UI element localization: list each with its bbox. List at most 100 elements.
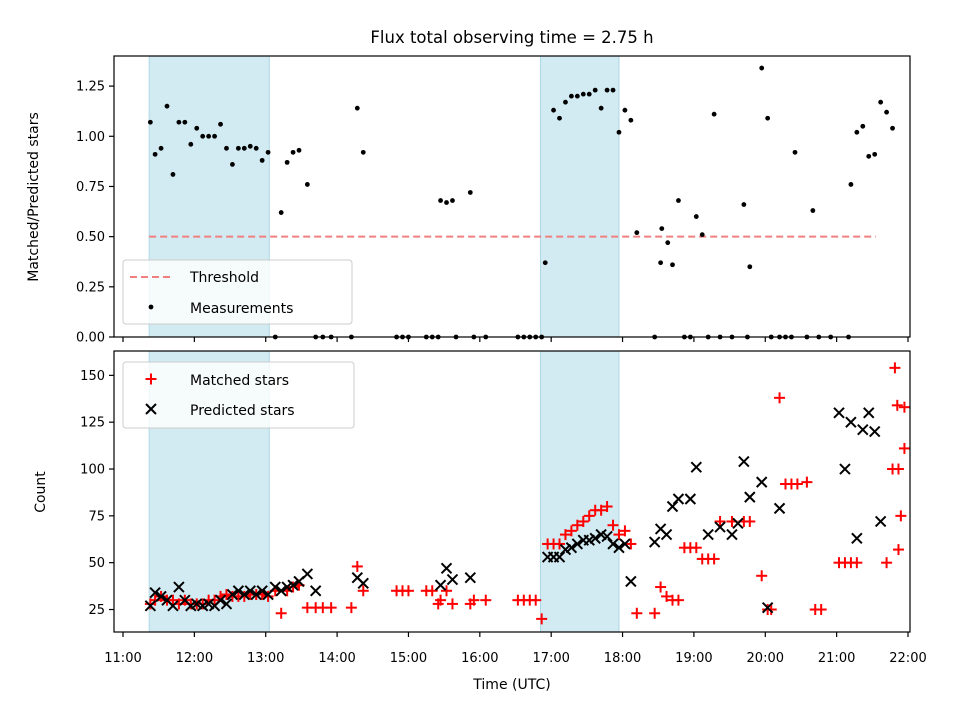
measurement-point	[890, 125, 895, 131]
measurement-point	[866, 153, 872, 159]
legend-threshold-label: Threshold	[189, 270, 259, 286]
measurement-point	[278, 210, 284, 215]
measurements-points	[147, 65, 895, 340]
predicted-star-point	[625, 575, 637, 588]
predicted-star-point	[863, 407, 875, 419]
predicted-star-point	[690, 461, 702, 473]
matched-star-point	[898, 442, 910, 454]
measurement-point	[438, 198, 443, 203]
measurement-point	[759, 65, 765, 71]
predicted-star-point	[571, 538, 584, 550]
matched-star-point	[167, 594, 179, 606]
predicted-star-point	[874, 515, 887, 528]
predicted-star-point	[232, 585, 245, 597]
measurement-point	[622, 107, 628, 113]
predicted-star-point	[287, 579, 299, 591]
matched-star-point	[565, 525, 577, 537]
measurement-point	[610, 87, 616, 93]
measurement-point	[884, 109, 889, 115]
predicted-star-point	[833, 407, 845, 419]
measurement-point	[253, 145, 259, 151]
predicted-star-point	[434, 579, 447, 591]
measurement-point	[450, 198, 455, 203]
matched-star-point	[441, 585, 453, 597]
predicted-star-point	[173, 581, 185, 593]
measurement-point	[218, 121, 223, 127]
measurement-point	[284, 159, 290, 165]
predicted-star-point	[250, 588, 262, 601]
matched-star-point	[554, 538, 566, 550]
legend-matched-swatch	[145, 373, 157, 385]
measurement-point	[574, 93, 580, 99]
top-y-tick-label: 1.00	[76, 130, 105, 145]
measurement-point	[765, 115, 771, 121]
matched-star-point	[435, 594, 447, 606]
x-tick-label: 14:00	[318, 651, 355, 666]
x-axis-label: Time (UTC)	[472, 677, 550, 693]
matched-star-point	[220, 589, 232, 601]
predicted-star-point	[851, 532, 863, 545]
measurement-point	[164, 103, 170, 109]
x-tick-label: 11:00	[104, 651, 141, 666]
predicted-star-point	[214, 594, 227, 606]
predicted-star-point	[301, 568, 314, 580]
matched-star-point	[446, 598, 458, 610]
top-legend: Threshold Measurements	[122, 259, 353, 325]
bottom-y-tick-label: 50	[88, 556, 105, 571]
measurement-point	[354, 105, 360, 111]
predicted-star-point	[714, 521, 726, 533]
measurement-point	[872, 151, 878, 157]
predicted-star-point	[666, 500, 679, 513]
legend-predicted-label: Predicted stars	[190, 403, 295, 419]
bottom-plot-frame	[113, 350, 911, 633]
predicted-star-point	[857, 423, 869, 436]
measurement-point	[360, 149, 366, 155]
matched-star-point	[345, 602, 357, 614]
predicted-star-point	[238, 588, 251, 601]
predicted-star-point	[726, 528, 738, 541]
matched-star-point	[536, 613, 548, 625]
matched-star-point	[892, 544, 904, 556]
predicted-star-point	[357, 577, 369, 590]
predicted-star-point	[256, 585, 268, 597]
measurement-point	[598, 105, 604, 111]
predicted-star-point	[244, 585, 256, 597]
chart-title: Flux total observing time = 2.75 h	[370, 28, 653, 47]
measurement-point	[247, 143, 253, 149]
predicted-star-point	[868, 425, 881, 438]
top-y-tick-label: 0.50	[76, 230, 105, 245]
matched-star-point	[262, 590, 274, 602]
matched-star-point	[756, 570, 768, 582]
bottom-y-axis-label: Count	[33, 471, 49, 513]
measurement-point	[235, 145, 241, 151]
measurement-point	[296, 147, 302, 153]
legend-measurements-label: Measurements	[190, 301, 293, 317]
measurement-point	[586, 91, 592, 97]
measurement-point	[304, 182, 310, 187]
bottom-y-ticks: 25 50 75 100 125 150	[80, 369, 114, 618]
measurement-point	[711, 111, 717, 117]
measurement-point	[747, 264, 753, 270]
measurement-point	[628, 117, 634, 123]
measurement-point	[200, 133, 206, 139]
measurement-point	[860, 123, 866, 129]
x-tick-label: 16:00	[461, 651, 498, 666]
bottom-y-tick-label: 150	[80, 369, 105, 384]
bottom-y-tick-label: 100	[80, 463, 105, 478]
bottom-x-ticks: 11:00 12:00 13:00 14:00 15:00 16:00 17:00 18:00…	[104, 632, 927, 666]
predicted-star-point	[744, 491, 756, 503]
x-tick-label: 13:00	[247, 651, 284, 666]
measurement-point	[230, 161, 235, 167]
measurement-point	[569, 93, 574, 99]
measurement-point	[810, 208, 816, 213]
measurement-point	[551, 107, 556, 113]
measurement-point	[259, 157, 265, 163]
legend-predicted-marker	[145, 403, 157, 415]
measurement-point	[212, 133, 217, 139]
predicted-star-point	[553, 551, 566, 563]
matched-star-point	[708, 553, 720, 565]
measurement-point	[659, 226, 665, 232]
measurement-point	[170, 172, 176, 177]
measurement-point	[792, 149, 798, 155]
measurement-point	[290, 149, 296, 155]
